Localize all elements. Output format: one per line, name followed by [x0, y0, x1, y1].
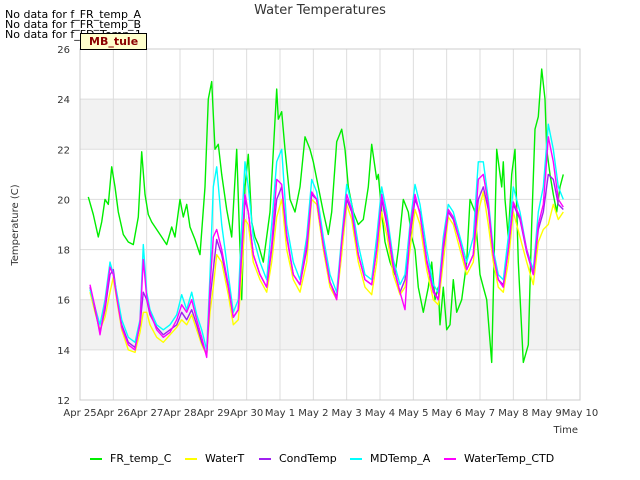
- plot-lines: [87, 68, 564, 364]
- plot-frame: [79, 48, 581, 401]
- legend-swatch: [90, 458, 102, 460]
- y-axis-ticks: 12 14 16 18 20 22 24 26: [57, 45, 70, 407]
- x-tick-label: May 5: [398, 408, 428, 419]
- legend-item-condtemp: CondTemp: [259, 452, 337, 470]
- legend-swatch: [350, 458, 362, 460]
- x-tick-label: May 7: [465, 408, 495, 419]
- y-tick-label: 14: [57, 346, 70, 357]
- y-tick-label: 24: [57, 95, 70, 106]
- no-data-message-1: No data for f_FR_temp_A: [5, 8, 141, 21]
- legend: FR_temp_C WaterT CondTemp MDTemp_A Water…: [0, 452, 640, 470]
- x-tick-label: May 4: [365, 408, 395, 419]
- series-line-fr-temp-c: [87, 68, 564, 364]
- series-line-watert: [89, 191, 564, 356]
- legend-item-watert: WaterT: [185, 452, 244, 470]
- x-tick-label: Apr 27: [130, 408, 163, 419]
- y-axis-label: Temperature (C): [10, 184, 21, 266]
- x-tick-label: May 6: [432, 408, 462, 419]
- y-tick-label: 18: [57, 246, 70, 257]
- no-data-message-2: No data for f_FR_temp_B: [5, 18, 142, 31]
- x-tick-label: May 10: [562, 408, 599, 419]
- legend-label: MDTemp_A: [370, 452, 431, 465]
- x-tick-label: Apr 30: [230, 408, 263, 419]
- x-tick-label: Apr 25: [63, 408, 96, 419]
- x-tick-label: Apr 29: [197, 408, 230, 419]
- x-tick-label: Apr 26: [97, 408, 130, 419]
- legend-item-mdtemp-a: MDTemp_A: [350, 452, 430, 470]
- legend-label: CondTemp: [279, 452, 337, 465]
- y-tick-label: 26: [57, 45, 70, 56]
- y-tick-label: 20: [57, 195, 70, 206]
- x-tick-label: May 8: [498, 408, 528, 419]
- legend-swatch: [444, 458, 456, 460]
- site-label-badge: MB_tule: [80, 33, 148, 50]
- y-tick-label: 22: [57, 145, 70, 156]
- y-tick-label: 16: [57, 296, 70, 307]
- series-line-mdtemp-a: [89, 123, 564, 351]
- x-axis-ticks: Apr 25 Apr 26 Apr 27 Apr 28 Apr 29 Apr 30 May …: [63, 408, 598, 419]
- legend-label: WaterT: [205, 452, 245, 465]
- x-tick-label: May 3: [332, 408, 362, 419]
- legend-swatch: [185, 458, 197, 460]
- y-tick-label: 12: [57, 396, 70, 407]
- legend-label: FR_temp_C: [110, 452, 172, 465]
- legend-item-watertemp-ctd: WaterTemp_CTD: [444, 452, 554, 470]
- x-tick-label: May 2: [298, 408, 328, 419]
- series-line-watertemp-ctd: [89, 136, 564, 359]
- legend-swatch: [259, 458, 271, 460]
- background-band: [80, 99, 580, 150]
- x-tick-label: Apr 28: [163, 408, 196, 419]
- legend-label: WaterTemp_CTD: [464, 452, 555, 465]
- x-tick-label: May 9: [532, 408, 562, 419]
- chart-title: Water Temperatures: [254, 3, 386, 18]
- x-tick-label: May 1: [265, 408, 295, 419]
- legend-item-fr-temp-c: FR_temp_C: [90, 452, 171, 470]
- x-axis-label: Time: [553, 425, 578, 436]
